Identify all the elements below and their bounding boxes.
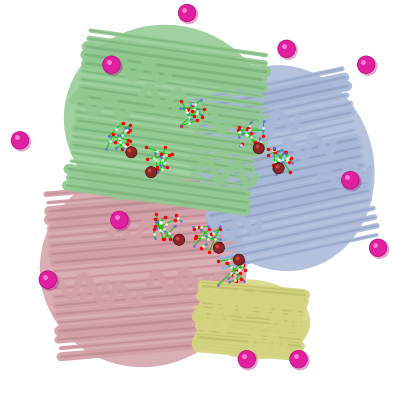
Ellipse shape [40,168,247,367]
Ellipse shape [103,56,120,74]
Ellipse shape [239,351,258,370]
Ellipse shape [179,5,198,24]
Ellipse shape [213,242,224,253]
Ellipse shape [357,56,375,74]
Ellipse shape [233,254,244,265]
Ellipse shape [342,172,361,191]
Ellipse shape [146,166,157,178]
Ellipse shape [174,234,185,245]
Ellipse shape [253,143,264,154]
Ellipse shape [290,350,307,368]
Ellipse shape [40,272,59,291]
Ellipse shape [11,132,29,149]
Ellipse shape [111,211,128,229]
Ellipse shape [191,65,375,271]
Ellipse shape [103,57,123,76]
Ellipse shape [369,239,387,256]
Ellipse shape [126,147,137,158]
Ellipse shape [12,132,31,152]
Ellipse shape [64,25,271,216]
Ellipse shape [291,351,310,370]
Ellipse shape [273,162,284,174]
Ellipse shape [358,57,377,76]
Ellipse shape [341,171,359,189]
Ellipse shape [278,40,295,58]
Ellipse shape [238,350,256,368]
Ellipse shape [370,240,389,259]
Ellipse shape [279,41,298,60]
Ellipse shape [111,212,131,231]
Ellipse shape [191,280,310,359]
Ellipse shape [178,4,196,22]
Ellipse shape [39,271,57,288]
